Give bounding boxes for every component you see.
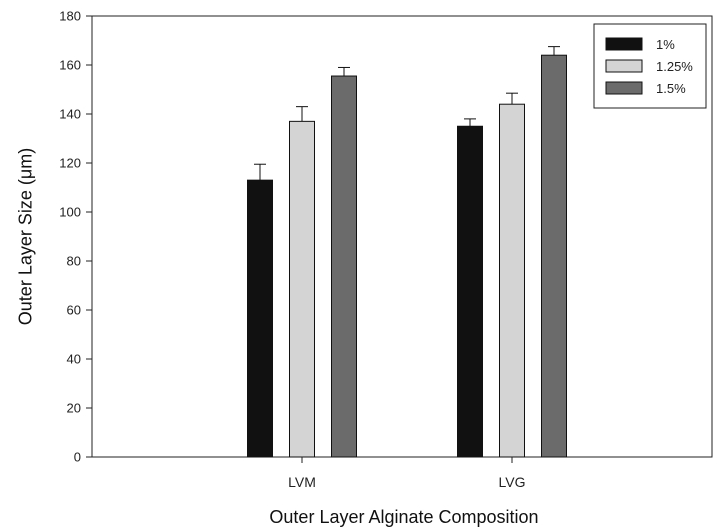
x-tick-label: LVM [288, 474, 316, 490]
legend: 1% 1.25% 1.5% [593, 23, 707, 109]
x-tick-label: LVG [499, 474, 526, 490]
x-axis-title: Outer Layer Alginate Composition [269, 507, 538, 527]
y-tick-label: 20 [67, 401, 81, 416]
y-tick-label: 0 [74, 450, 81, 465]
x-axis-categories: LVM LVG [288, 457, 525, 490]
legend-swatch [605, 37, 643, 51]
y-tick-label: 160 [59, 58, 81, 73]
bar [331, 75, 357, 458]
bar [289, 120, 315, 458]
plot-frame [91, 15, 713, 458]
y-tick-label: 140 [59, 107, 81, 122]
bar [247, 179, 273, 458]
y-tick-label: 180 [59, 9, 81, 24]
legend-swatch [605, 81, 643, 95]
bars [247, 46, 567, 458]
bar [499, 103, 525, 458]
legend-label: 1% [656, 37, 675, 52]
bar [457, 125, 483, 458]
y-tick-label: 80 [67, 254, 81, 269]
y-axis-ticks: 0 20 40 60 80 100 120 140 160 180 [59, 9, 92, 465]
y-tick-label: 120 [59, 156, 81, 171]
y-tick-label: 100 [59, 205, 81, 220]
y-tick-label: 40 [67, 352, 81, 367]
bar [541, 54, 567, 458]
legend-label: 1.5% [656, 81, 686, 96]
legend-swatch [605, 59, 643, 73]
y-tick-label: 60 [67, 303, 81, 318]
y-axis-title: Outer Layer Size (μm) [15, 148, 35, 325]
legend-label: 1.25% [656, 59, 693, 74]
plot-area-border [91, 15, 713, 458]
